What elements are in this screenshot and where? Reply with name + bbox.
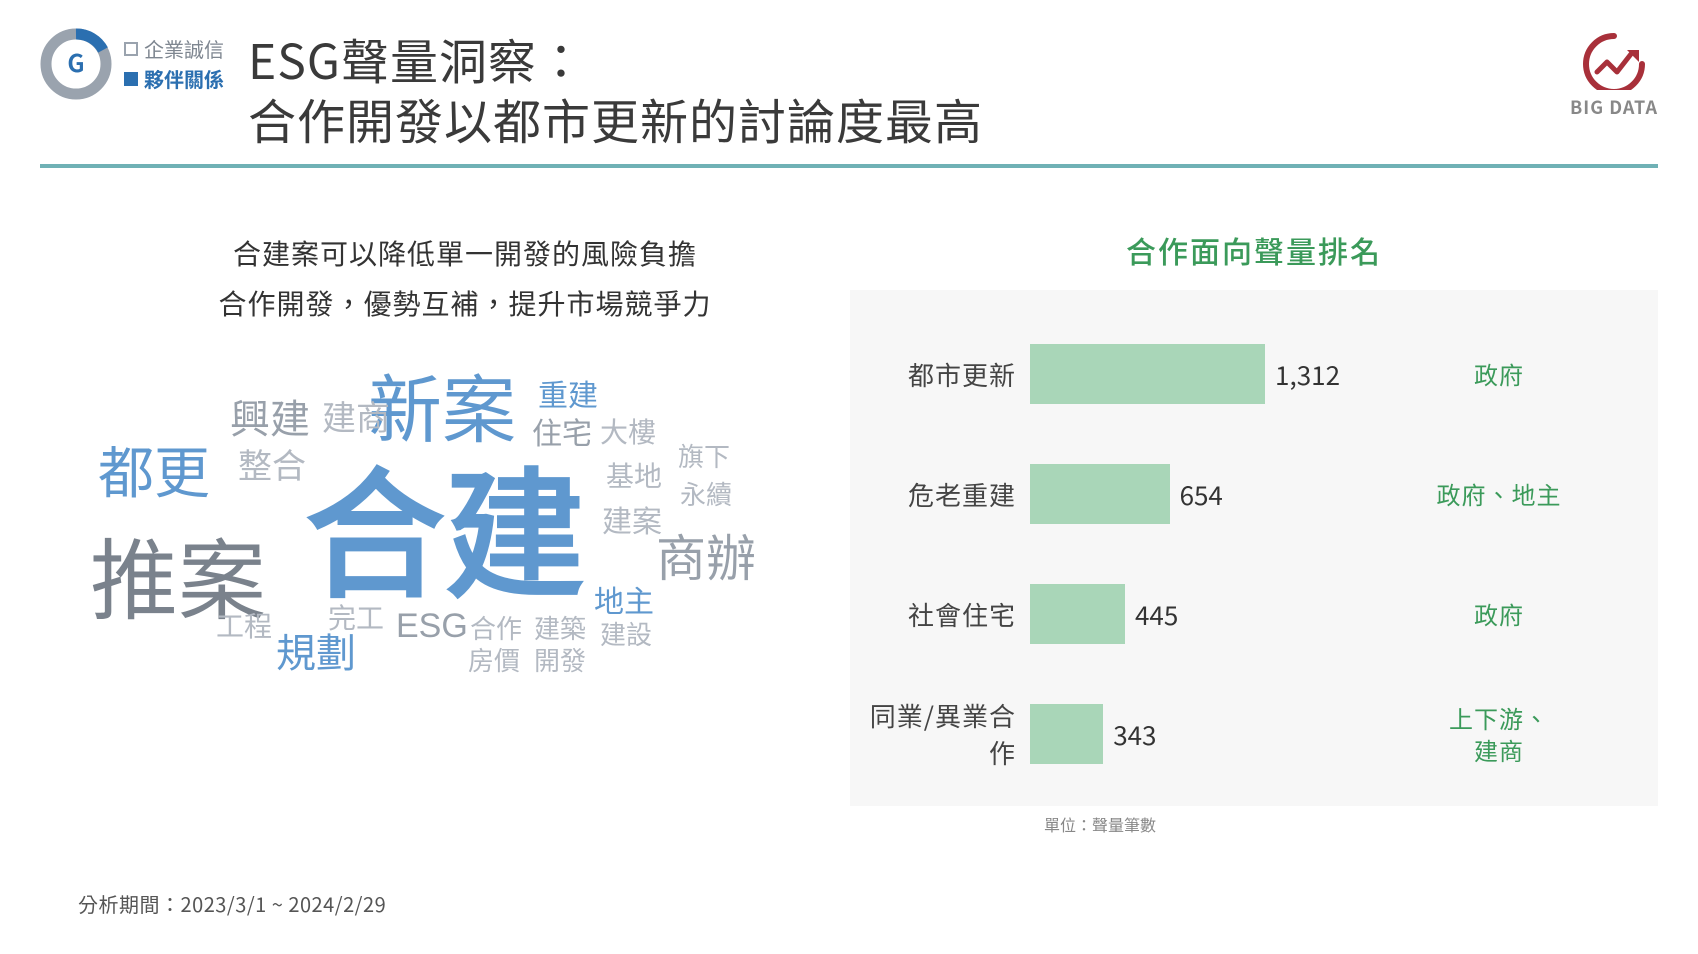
badge-letter: G <box>67 44 84 79</box>
chart-row-partner: 政府 <box>1340 598 1658 630</box>
wordcloud-word: 新案 <box>368 351 516 458</box>
wordcloud-word: 建案 <box>602 497 662 541</box>
chart-bar <box>1030 344 1265 404</box>
wordcloud-word: 建商 <box>322 391 390 440</box>
word-cloud: 合建推案新案都更商辦規劃興建整合建商ESG重建住宅大樓旗下基地永續建案地主完工工… <box>100 359 820 699</box>
wordcloud-word: 旗下 <box>678 437 730 474</box>
logo-text: BIG DATA <box>1570 94 1658 120</box>
chart-unit-label: 單位：聲量筆數 <box>1044 812 1658 836</box>
chart-title: 合作面向聲量排名 <box>850 228 1658 272</box>
chart-row-label: 社會住宅 <box>850 596 1030 633</box>
chart-bar-cell: 654 <box>1030 464 1340 524</box>
wordcloud-word: 完工 <box>328 597 384 637</box>
chart-bar-cell: 445 <box>1030 584 1340 644</box>
brand-logo: BIG DATA <box>1570 32 1658 120</box>
desc-line-2: 合作開發，優勢互補，提升市場競爭力 <box>100 278 830 328</box>
wordcloud-word: 工程 <box>216 605 272 645</box>
left-panel: 合建案可以降低單一開發的風險負擔 合作開發，優勢互補，提升市場競爭力 合建推案新… <box>40 228 830 836</box>
main-content: 合建案可以降低單一開發的風險負擔 合作開發，優勢互補，提升市場競爭力 合建推案新… <box>0 168 1698 836</box>
chart-row-label: 同業/異業合作 <box>850 697 1030 771</box>
wordcloud-word: 住宅 <box>532 409 592 453</box>
square-filled-icon <box>124 72 138 86</box>
chart-row: 都市更新 1,312政府 <box>850 314 1658 434</box>
square-hollow-icon <box>124 42 138 56</box>
legend-label-2: 夥伴關係 <box>144 64 224 94</box>
chart-bar-value: 654 <box>1180 476 1223 513</box>
wordcloud-word: 永續 <box>680 475 732 512</box>
chart-row: 同業/異業合作 343 上下游、建商 <box>850 674 1658 794</box>
legend-item-partnership: 夥伴關係 <box>124 64 224 94</box>
desc-line-1: 合建案可以降低單一開發的風險負擔 <box>100 228 830 278</box>
analysis-period: 分析期間：2023/3/1 ~ 2024/2/29 <box>78 889 386 918</box>
chart-bar <box>1030 464 1170 524</box>
legend: 企業誠信 夥伴關係 <box>124 34 224 94</box>
wordcloud-word: 興建 <box>230 387 310 445</box>
wordcloud-word: 房價 <box>468 641 520 678</box>
chart-row-label: 都市更新 <box>850 356 1030 393</box>
category-badge: G 企業誠信 夥伴關係 <box>40 28 224 100</box>
title-line-1: ESG聲量洞察： <box>248 28 1570 88</box>
title-line-2: 合作開發以都市更新的討論度最高 <box>248 88 1570 148</box>
wordcloud-word: ESG <box>396 607 468 646</box>
chart-row-partner: 政府、地主 <box>1340 478 1658 510</box>
description: 合建案可以降低單一開發的風險負擔 合作開發，優勢互補，提升市場競爭力 <box>100 228 830 329</box>
chart-row-partner: 政府 <box>1340 358 1658 390</box>
wordcloud-word: 商辦 <box>656 519 756 591</box>
chart-bar-cell: 1,312 <box>1030 344 1340 404</box>
chart-bar-value: 445 <box>1135 596 1178 633</box>
chart-bar <box>1030 704 1103 764</box>
chart-bar <box>1030 584 1125 644</box>
page-header: G 企業誠信 夥伴關係 ESG聲量洞察： 合作開發以都市更新的討論度最高 BIG… <box>0 0 1698 148</box>
wordcloud-word: 建設 <box>600 615 652 652</box>
chart-row: 社會住宅 445 政府 <box>850 554 1658 674</box>
wordcloud-word: 大樓 <box>600 411 656 451</box>
chart-row: 危老重建 654 政府、地主 <box>850 434 1658 554</box>
chart-bar-value: 1,312 <box>1275 356 1340 393</box>
chart-row-partner: 上下游、建商 <box>1340 702 1658 767</box>
g-donut-icon: G <box>40 28 112 100</box>
wordcloud-word: 整合 <box>238 439 306 488</box>
bar-chart: 都市更新1,312政府危老重建654政府、地主社會住宅445政府同業/異業合作3… <box>850 290 1658 806</box>
page-title: ESG聲量洞察： 合作開發以都市更新的討論度最高 <box>248 28 1570 148</box>
wordcloud-word: 基地 <box>606 455 662 495</box>
legend-label-1: 企業誠信 <box>144 34 224 64</box>
legend-item-integrity: 企業誠信 <box>124 34 224 64</box>
wordcloud-word: 都更 <box>98 429 210 510</box>
right-panel: 合作面向聲量排名 都市更新1,312政府危老重建654政府、地主社會住宅445政… <box>850 228 1658 836</box>
chart-bar-value: 343 <box>1113 716 1156 753</box>
bigdata-logo-icon <box>1579 32 1649 90</box>
chart-row-label: 危老重建 <box>850 476 1030 513</box>
chart-bar-cell: 343 <box>1030 704 1340 764</box>
wordcloud-word: 開發 <box>534 641 586 678</box>
